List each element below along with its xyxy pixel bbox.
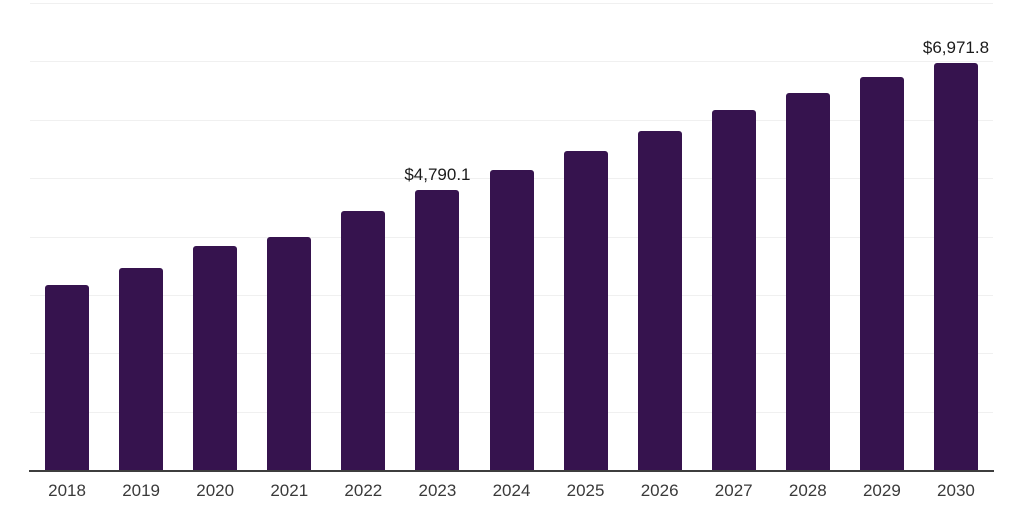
x-tick-label-2026: 2026	[640, 481, 679, 500]
bar-2029	[859, 76, 904, 470]
x-tick-label-2024: 2024	[492, 481, 531, 500]
x-tick-label-2025: 2025	[566, 481, 605, 500]
bar-2025	[563, 150, 608, 470]
bar-2023	[415, 190, 460, 470]
bar-2028	[785, 93, 830, 470]
x-tick-label-2021: 2021	[270, 481, 309, 500]
bar-2026	[637, 131, 682, 470]
bar-2020	[193, 245, 238, 470]
x-axis-line	[29, 470, 994, 472]
x-tick-label-2030: 2030	[937, 481, 975, 500]
value-label-2023: $4,790.1	[404, 165, 471, 185]
x-tick-label-2020: 2020	[196, 481, 235, 500]
x-tick-label-2023: 2023	[418, 481, 457, 500]
bar-2024	[489, 169, 534, 470]
bar-2018	[45, 284, 90, 470]
gridline-6000	[30, 119, 993, 121]
x-tick-label-2028: 2028	[788, 481, 827, 500]
x-tick-label-2027: 2027	[714, 481, 753, 500]
x-tick-label-2022: 2022	[344, 481, 383, 500]
gridline-7000	[30, 61, 993, 63]
bar-2030	[933, 63, 978, 470]
bar-2027	[711, 110, 756, 470]
bar-2021	[267, 237, 312, 470]
gridline-8000	[30, 3, 993, 4]
bar-2019	[119, 268, 164, 470]
x-tick-label-2019: 2019	[122, 481, 161, 500]
bar-2022	[341, 210, 386, 470]
value-label-2030: $6,971.8	[922, 38, 990, 58]
x-tick-label-2029: 2029	[862, 481, 901, 500]
x-tick-label-2018: 2018	[48, 481, 86, 500]
